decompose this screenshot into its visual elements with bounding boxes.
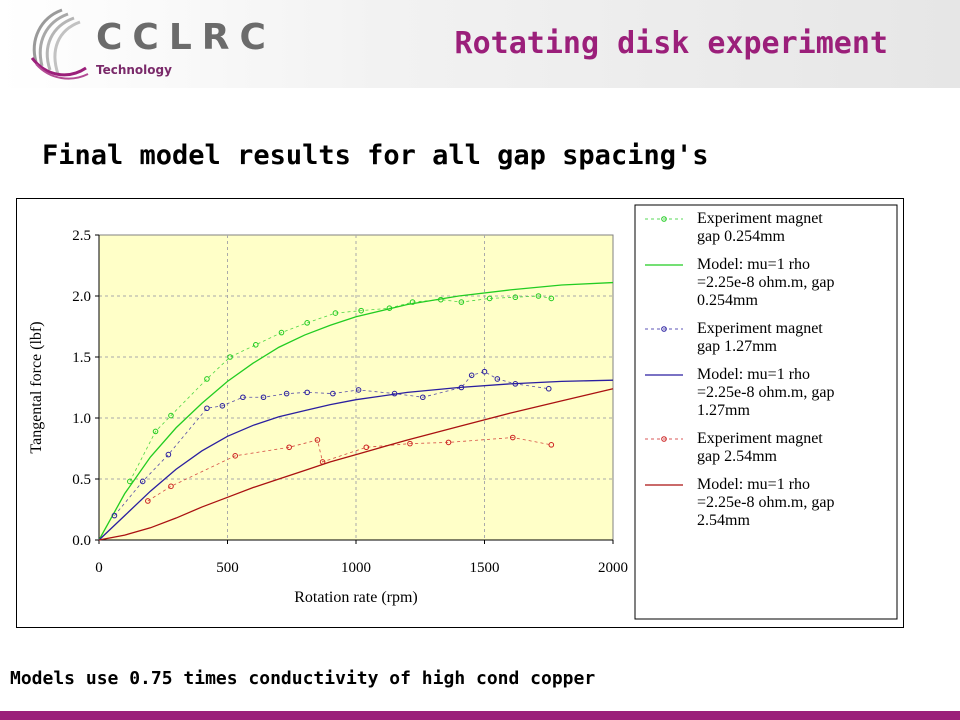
data-point-series-4	[363, 444, 370, 451]
y-tick-label: 0.5	[72, 472, 91, 488]
data-point-series-2	[420, 394, 426, 401]
data-point-series-2	[240, 394, 246, 401]
experiment-line-series-0	[129, 295, 552, 482]
legend-swatch-marker	[661, 216, 667, 222]
data-point-series-4	[314, 437, 321, 443]
model-line-series-1	[98, 281, 614, 541]
legend-entry-label: Experiment magnet	[697, 320, 823, 337]
data-point-series-0	[486, 295, 493, 302]
data-point-series-0	[548, 295, 555, 302]
footer-note: Models use 0.75 times conductivity of hi…	[10, 668, 596, 689]
data-point-series-0	[409, 299, 416, 305]
data-point-series-2	[165, 451, 172, 458]
model-line-series-3	[98, 379, 614, 541]
y-tick-label: 1.0	[72, 411, 91, 427]
legend-entry-label: 2.54mm	[697, 512, 750, 529]
data-point-series-4	[145, 498, 151, 504]
bottom-accent-bar	[0, 711, 960, 720]
data-point-series-2	[283, 390, 290, 397]
data-point-series-4	[509, 434, 516, 441]
legend-entry-label: =2.25e-8 ohm.m, gap	[697, 384, 834, 401]
legend-entry-label: gap 1.27mm	[697, 338, 778, 355]
legend-entry-label: gap 2.54mm	[697, 448, 778, 465]
slide-title: Rotating disk experiment	[454, 26, 888, 61]
data-point-series-2	[481, 368, 488, 375]
data-point-series-2	[219, 403, 226, 409]
y-tick-label: 1.5	[72, 350, 91, 366]
x-axis-title: Rotation rate (rpm)	[294, 589, 418, 606]
legend-swatch-marker	[661, 436, 667, 442]
slide-subtitle: Final model results for all gap spacing'…	[42, 140, 709, 171]
chart-frame: 0.0 0.5 1.0 1.5 2.0 2.5 0 500 1000 1500 2000 Rotati…	[16, 198, 904, 628]
legend-swatch-marker	[661, 326, 667, 332]
logo-wordmark: CCLRC	[96, 17, 276, 58]
legend-entry-label: 0.254mm	[697, 292, 758, 309]
data-point-series-4	[286, 444, 292, 451]
data-point-series-2	[304, 389, 310, 396]
x-tick-label: 500	[216, 560, 239, 576]
x-tick-label: 1500	[470, 560, 500, 576]
force-vs-rotation-chart: 0.0 0.5 1.0 1.5 2.0 2.5 0 500 1000 1500 2000 Rotati…	[28, 204, 898, 620]
data-point-series-4	[232, 453, 239, 459]
data-point-series-0	[227, 354, 233, 360]
x-tick-label: 0	[95, 560, 103, 576]
legend-entry-label: Experiment magnet	[697, 430, 823, 447]
data-point-series-2	[494, 376, 501, 382]
model-line-series-5	[98, 388, 614, 541]
x-tick-label: 2000	[598, 560, 628, 576]
data-point-series-2	[204, 405, 210, 412]
data-point-series-2	[545, 385, 552, 392]
x-tick-label: 1000	[341, 560, 371, 576]
legend-entry-label: gap 0.254mm	[697, 228, 786, 245]
legend-box	[634, 204, 898, 620]
y-tick-label: 0.0	[72, 533, 91, 549]
data-point-series-2	[330, 390, 336, 397]
legend-entry-label: Experiment magnet	[697, 210, 823, 227]
logo-tagline: Technology	[96, 63, 172, 77]
data-point-series-4	[445, 439, 452, 446]
data-point-series-0	[278, 329, 285, 336]
data-point-series-0	[152, 428, 159, 435]
legend-entry-label: 1.27mm	[697, 402, 750, 419]
cclrc-swirl-logo-icon	[30, 8, 89, 80]
header-banner: CCLRC Technology Rotating disk experimen…	[0, 0, 960, 88]
data-point-series-2	[468, 372, 475, 379]
data-point-series-4	[407, 440, 413, 447]
data-point-series-2	[139, 478, 146, 485]
legend-entry-label: Model: mu=1 rho	[697, 256, 810, 273]
data-point-series-0	[512, 294, 519, 301]
data-point-series-4	[548, 442, 555, 448]
data-point-series-0	[358, 307, 364, 314]
data-point-series-0	[127, 478, 133, 485]
experiment-line-series-4	[147, 437, 552, 502]
data-point-series-0	[458, 299, 465, 305]
data-point-series-0	[204, 376, 210, 382]
data-point-series-2	[260, 394, 267, 401]
data-point-series-4	[168, 483, 174, 490]
data-point-series-2	[111, 512, 118, 519]
legend-entry-label: =2.25e-8 ohm.m, gap	[697, 274, 834, 291]
y-tick-label: 2.5	[72, 228, 91, 244]
data-point-series-0	[168, 412, 174, 419]
data-point-series-0	[252, 342, 259, 348]
legend-entry-label: Model: mu=1 rho	[697, 476, 810, 493]
data-point-series-0	[535, 293, 542, 299]
legend-entry-label: Model: mu=1 rho	[697, 366, 810, 383]
y-tick-label: 2.0	[72, 289, 91, 305]
data-point-series-0	[332, 310, 339, 316]
data-point-series-0	[304, 320, 310, 326]
y-axis-title: Tangental force (lbf)	[28, 321, 45, 453]
data-point-series-2	[355, 387, 362, 393]
legend-entry-label: =2.25e-8 ohm.m, gap	[697, 494, 834, 511]
